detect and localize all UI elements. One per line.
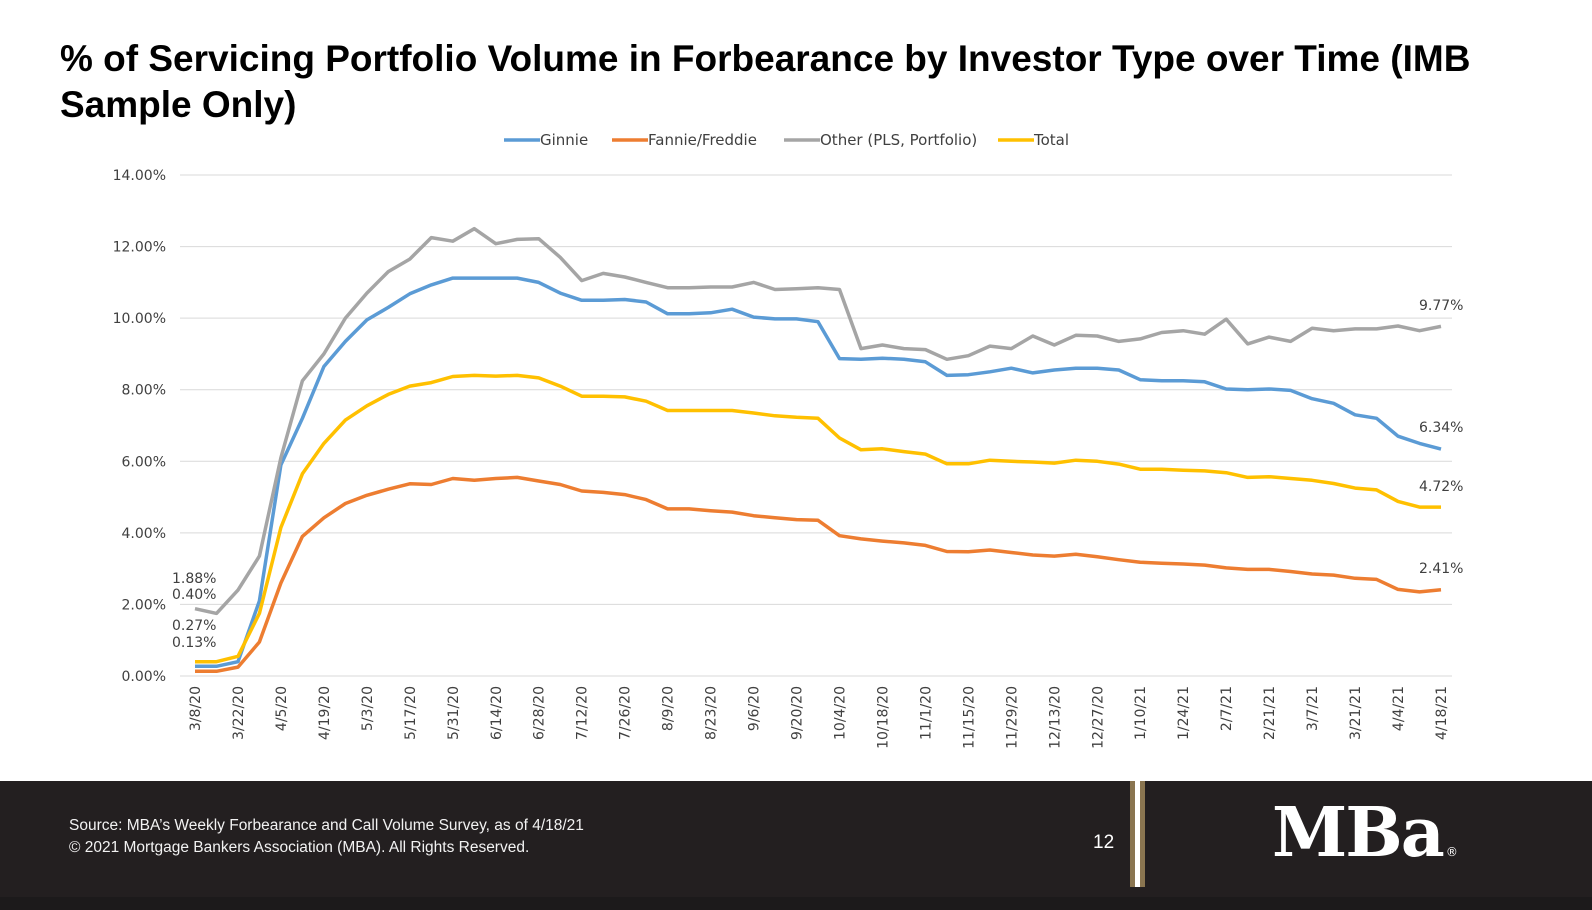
y-axis-labels: 0.00% 2.00% 4.00% 6.00% 8.00% 10.00% 12.00% 14.… — [113, 168, 166, 685]
x-tick-label: 9/20/20 — [790, 686, 806, 740]
x-tick-label: 6/14/20 — [489, 686, 505, 740]
page-number: 12 — [1093, 832, 1115, 853]
x-tick-label: 8/23/20 — [704, 686, 720, 740]
series-line-other-pls-portfolio- — [194, 226, 1442, 616]
x-tick-label: 5/17/20 — [403, 686, 419, 740]
gold-divider — [1130, 781, 1135, 887]
footer-bar: Source: MBA’s Weekly Forbearance and Cal… — [0, 781, 1592, 897]
x-tick-label: 4/5/20 — [274, 686, 290, 731]
legend-label: Total — [1033, 131, 1069, 149]
x-tick-label: 11/1/20 — [918, 686, 934, 740]
x-tick-label: 2/7/21 — [1219, 686, 1235, 731]
registered-mark: ® — [1445, 845, 1458, 859]
x-tick-label: 3/21/21 — [1348, 686, 1364, 740]
legend-label: Fannie/Freddie — [648, 131, 757, 149]
data-label-end: 2.41% — [1419, 561, 1463, 577]
y-tick-label: 8.00% — [122, 383, 166, 399]
legend-label: Ginnie — [540, 131, 588, 149]
legend: Ginnie Fannie/Freddie Other (PLS, Portfoli… — [504, 131, 1069, 149]
footer-strip — [0, 897, 1592, 910]
y-tick-label: 4.00% — [122, 526, 166, 542]
line-chart: 0.00% 2.00% 4.00% 6.00% 8.00% 10.00% 12.00% 14.… — [113, 131, 1464, 749]
data-label-end: 4.72% — [1419, 479, 1463, 495]
y-tick-label: 12.00% — [113, 240, 166, 256]
x-tick-label: 4/18/21 — [1434, 686, 1450, 740]
x-tick-label: 8/9/20 — [661, 686, 677, 731]
series-line-fannie-freddie — [195, 475, 1442, 674]
x-tick-label: 4/19/20 — [317, 686, 333, 740]
y-tick-label: 2.00% — [122, 597, 166, 613]
x-tick-label: 5/31/20 — [446, 686, 462, 740]
y-tick-label: 10.00% — [113, 311, 166, 327]
gold-divider — [1140, 781, 1145, 887]
x-tick-label: 6/28/20 — [532, 686, 548, 740]
x-tick-label: 1/24/21 — [1176, 686, 1192, 740]
y-tick-label: 0.00% — [122, 669, 166, 685]
series-line-ginnie — [195, 276, 1442, 669]
logo-text: MBa — [1272, 793, 1445, 873]
data-labels: 1.88%0.40% 0.27%0.13% 9.77% 6.34% 4.72% 2.41% — [172, 298, 1463, 651]
x-tick-label: 7/26/20 — [618, 686, 634, 740]
x-tick-label: 10/18/20 — [875, 686, 891, 749]
white-divider — [1135, 781, 1140, 887]
legend-label: Other (PLS, Portfolio) — [820, 131, 977, 149]
x-tick-label: 2/21/21 — [1262, 686, 1278, 740]
x-axis-labels: 3/8/20 3/22/20 4/5/20 4/19/20 5/3/20 5/17/20 5… — [188, 686, 1450, 749]
x-tick-label: 3/22/20 — [231, 686, 247, 740]
data-label-start: 0.27% — [172, 618, 216, 634]
source-text: Source: MBA’s Weekly Forbearance and Cal… — [69, 817, 584, 834]
data-label-start: 1.88% — [172, 571, 216, 587]
data-label-start: 0.13% — [172, 635, 216, 651]
x-tick-label: 11/15/20 — [961, 686, 977, 749]
x-tick-label: 4/4/21 — [1391, 686, 1407, 731]
x-tick-label: 10/4/20 — [832, 686, 848, 740]
mba-logo: MBa ® — [1272, 793, 1458, 873]
data-label-end: 9.77% — [1419, 298, 1463, 314]
x-tick-label: 9/6/20 — [747, 686, 763, 731]
data-label-start: 0.40% — [172, 587, 216, 603]
x-tick-label: 12/13/20 — [1047, 686, 1063, 749]
x-tick-label: 1/10/21 — [1133, 686, 1149, 740]
data-label-end: 6.34% — [1419, 420, 1463, 436]
y-tick-label: 6.00% — [122, 454, 166, 470]
x-tick-label: 3/7/21 — [1305, 686, 1321, 731]
x-tick-label: 5/3/20 — [360, 686, 376, 731]
gridlines — [180, 174, 1452, 677]
x-tick-label: 12/27/20 — [1090, 686, 1106, 749]
series-line-total — [195, 373, 1441, 664]
copyright-text: © 2021 Mortgage Bankers Association (MBA… — [69, 839, 530, 856]
x-tick-label: 7/12/20 — [575, 686, 591, 740]
slide-title: % of Servicing Portfolio Volume in Forbe… — [60, 38, 1471, 125]
series-lines — [194, 226, 1442, 674]
y-tick-label: 14.00% — [113, 168, 166, 184]
x-tick-label: 11/29/20 — [1004, 686, 1020, 749]
x-tick-label: 3/8/20 — [188, 686, 204, 731]
